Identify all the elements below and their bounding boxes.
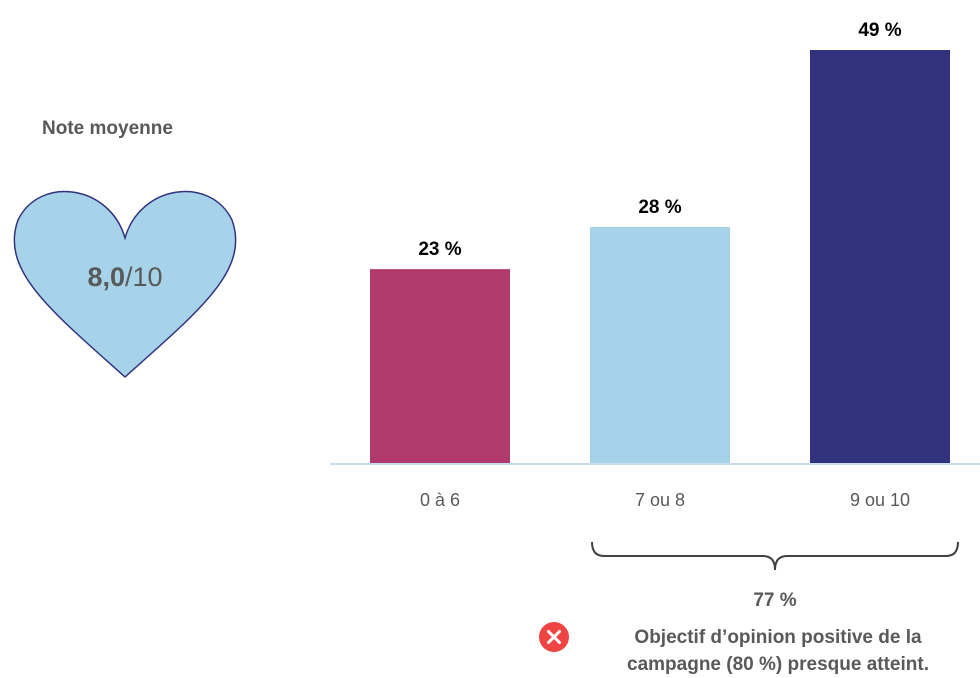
tick-label-3: 9 ou 10: [850, 490, 910, 510]
labels-layer: 23 % 0 à 6 28 % 7 ou 8 49 % 9 ou 10: [418, 20, 910, 510]
average-score-number: 8,0: [87, 262, 125, 292]
combined-percentage: 77 %: [753, 590, 797, 611]
average-score-title: Note moyenne: [42, 118, 173, 139]
tick-label-1: 0 à 6: [420, 490, 460, 510]
bar-1: [370, 269, 510, 463]
data-label-1: 23 %: [418, 239, 461, 260]
objective-note-line-2: campagne (80 %) presque atteint.: [627, 654, 929, 675]
bar-3: [810, 50, 950, 463]
tick-label-2: 7 ou 8: [635, 490, 685, 510]
grouping-bracket: [591, 541, 959, 571]
heart-icon: [13, 190, 237, 379]
close-icon: [539, 622, 569, 652]
average-score-value: 8,0/10: [70, 262, 180, 293]
average-score-scale: /10: [125, 262, 163, 292]
bars-layer: [370, 50, 950, 463]
cross-mark: [547, 630, 561, 644]
bar-2: [590, 227, 730, 463]
data-label-2: 28 %: [638, 197, 681, 218]
heart-shape: [13, 190, 237, 379]
objective-note-line-1: Objectif d’opinion positive de la: [634, 627, 922, 648]
data-label-3: 49 %: [858, 20, 901, 41]
bracket-layer: [591, 541, 959, 571]
objective-note: Objectif d’opinion positive de la campag…: [578, 624, 978, 678]
